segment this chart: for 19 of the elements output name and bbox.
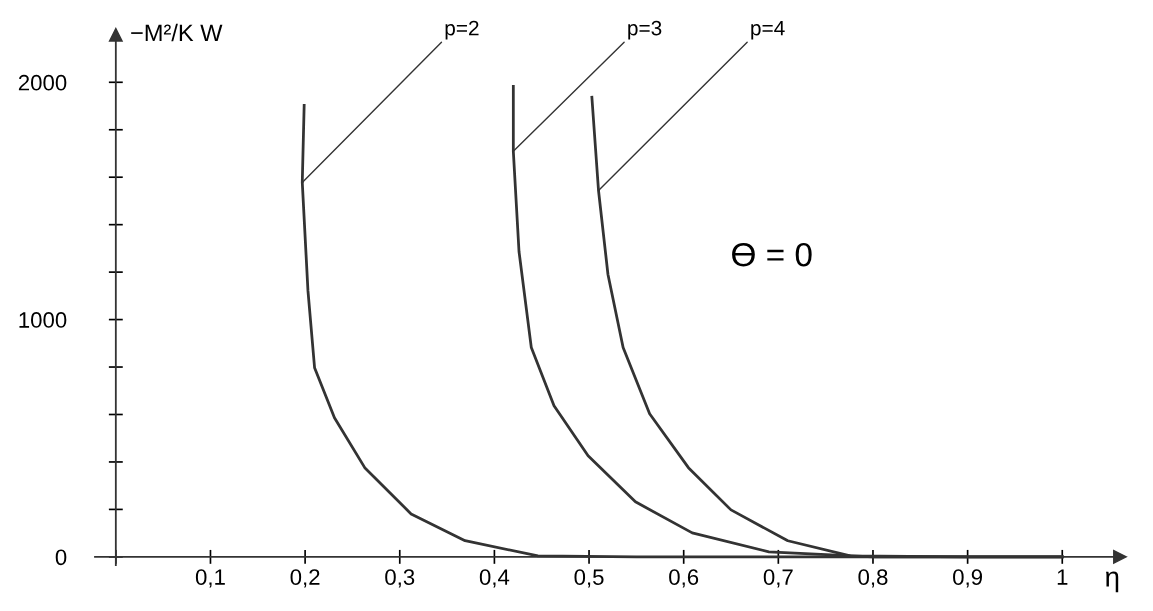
text: p=2 <box>445 20 479 40</box>
x-axis-title: η <box>1105 571 1119 593</box>
x-tick-label: 0,4 <box>479 569 510 588</box>
x-tick-label: 0,5 <box>574 569 604 588</box>
x-tick-label: 0,7 <box>763 569 793 588</box>
x-tick-label: 0,3 <box>385 569 415 588</box>
y-tick-label: 0 <box>55 549 67 566</box>
x-tick-label: 0,8 <box>858 569 888 588</box>
annotation: ϴ = 0 <box>732 242 812 267</box>
x-tick-label: 0,6 <box>669 569 699 588</box>
x-tick-label: 0,1 <box>195 569 225 588</box>
y-tick-label: 2000 <box>18 74 67 91</box>
x-tick-label: 0,2 <box>290 569 320 588</box>
y-axis-title: −M²/K W <box>131 23 223 42</box>
text: p=3 <box>628 20 662 40</box>
x-tick-label: 1 <box>1057 569 1068 585</box>
text: p=4 <box>751 20 785 40</box>
y-tick-label: 1000 <box>19 312 67 328</box>
x-tick-label: 0,9 <box>953 569 983 588</box>
